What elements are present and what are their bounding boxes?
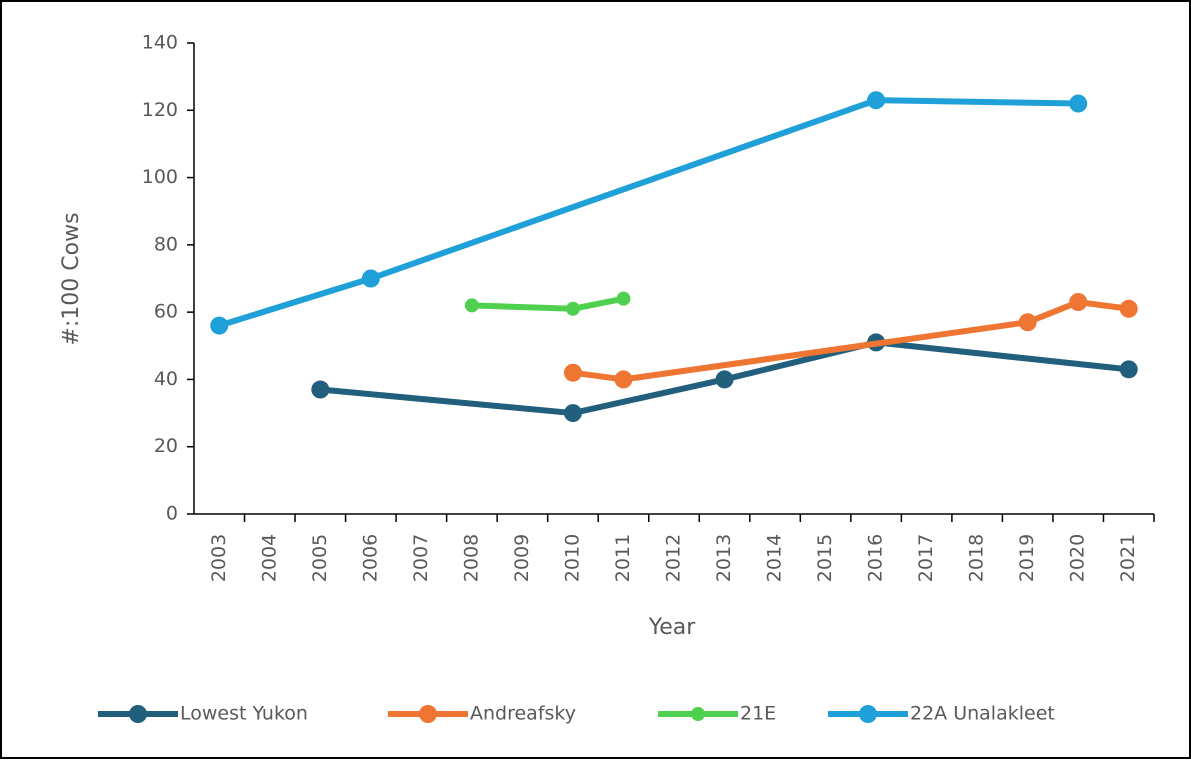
y-tick-label: 140 [142,32,178,54]
legend-label: Andreafsky [470,703,576,725]
x-tick-label: 2009 [511,534,533,582]
x-tick-label: 2012 [663,534,685,582]
x-tick-label: 2015 [814,534,836,582]
data-point [616,291,631,306]
y-tick-label: 100 [142,166,178,188]
x-axis-title: Year [648,615,697,640]
y-tick-label: 20 [154,435,178,457]
legend-item: Andreafsky [388,703,576,725]
data-point [1018,313,1037,332]
data-point [1069,293,1088,312]
legend-item: 21E [658,703,776,725]
x-tick-label: 2004 [258,534,280,582]
legend-label: 22A Unalakleet [910,703,1055,725]
x-tick-label: 2008 [460,534,482,582]
data-point [614,370,633,389]
x-tick-label: 2011 [612,534,634,582]
data-point [1119,299,1138,318]
series-line [218,97,1079,329]
y-tick-label: 0 [166,503,178,525]
legend-marker [419,705,437,723]
data-point [1119,360,1138,379]
x-tick-label: 2018 [966,534,988,582]
y-tick-label: 120 [142,99,178,121]
legend-item: 22A Unalakleet [828,703,1055,725]
y-tick-label: 60 [154,301,178,323]
legend-marker [129,705,147,723]
y-tick-label: 80 [154,233,178,255]
x-tick-label: 2006 [359,534,381,582]
data-point [563,404,582,423]
x-tick-label: 2019 [1016,534,1038,582]
legend-label: 21E [740,703,776,725]
x-tick-label: 2016 [865,534,887,582]
data-point [563,363,582,382]
x-tick-label: 2005 [309,534,331,582]
x-tick-label: 2020 [1067,534,1089,582]
x-tick-label: 2007 [410,534,432,582]
legend-item: Lowest Yukon [98,703,308,725]
x-tick-label: 2017 [915,534,937,582]
x-tick-label: 2003 [208,534,230,582]
legend-marker [691,707,705,721]
x-tick-label: 2014 [764,534,786,582]
legend-label: Lowest Yukon [180,703,308,725]
data-point [464,298,479,313]
x-tick-label: 2010 [561,534,583,582]
data-point [715,370,734,389]
data-point [565,301,580,316]
legend-marker [859,705,877,723]
data-point [311,380,330,399]
y-tick-label: 40 [154,368,178,390]
data-point [210,316,229,335]
data-point [1069,94,1088,113]
data-point [361,269,380,288]
x-tick-label: 2013 [713,534,735,582]
x-tick-label: 2021 [1117,534,1139,582]
data-point [867,91,886,110]
y-axis-title: #:100 Cows [59,212,84,345]
